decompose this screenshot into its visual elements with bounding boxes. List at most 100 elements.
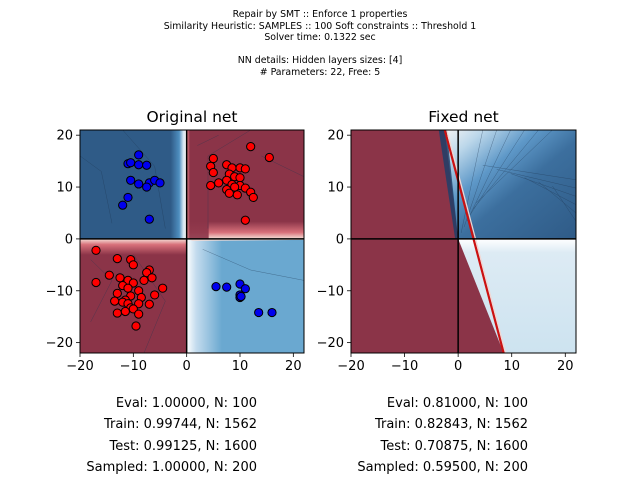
red-point [91, 277, 101, 288]
blue-point [211, 282, 221, 292]
blue-point [134, 179, 144, 189]
red-point [240, 215, 250, 225]
suptitle-line-3: Solver time: 0.1322 sec [264, 32, 376, 43]
left-series-red [91, 141, 274, 331]
decision-boundary-highlight [446, 130, 507, 353]
region-top-left [80, 130, 187, 239]
right-decision-surface [351, 130, 576, 353]
x-tick-label: −10 [391, 359, 418, 374]
blue-point [123, 192, 133, 203]
red-point [144, 299, 154, 309]
x-tick-label: −10 [120, 359, 147, 374]
decision-boundary [443, 130, 505, 353]
boundary-dark-band [438, 130, 459, 239]
blue-point [236, 291, 246, 302]
x-tick-label: 0 [183, 359, 191, 374]
red-point [147, 273, 157, 283]
x-tick-label: 20 [557, 359, 574, 374]
right-stat-eval: Eval: 0.81000, N: 100 [386, 396, 528, 411]
x-tick-label: −20 [66, 359, 93, 374]
figure-suptitle: Repair by SMT :: Enforce 1 properties Si… [0, 9, 640, 78]
red-point [224, 188, 234, 198]
blue-point [134, 150, 144, 160]
right-stat-train: Train: 0.82843, N: 1562 [374, 417, 528, 432]
red-point [206, 180, 216, 191]
red-point [232, 190, 242, 200]
red-point [120, 306, 130, 317]
y-tick-label: −10 [317, 284, 344, 299]
blue-point [155, 178, 165, 188]
red-point [112, 254, 122, 264]
x-tick-label: 20 [285, 359, 302, 374]
right-axes-frame [350, 129, 577, 354]
blue-point [126, 175, 136, 185]
y-tick-label: 20 [56, 129, 73, 144]
suptitle-line-6: # Parameters: 22, Free: 5 [259, 66, 381, 78]
contour-lines [460, 130, 576, 233]
y-tick-label: −20 [46, 336, 73, 351]
left-panel: −20 −10 0 10 20 −20 −10 0 10 20 Original net [46, 108, 305, 374]
y-tick-label: 10 [327, 181, 344, 196]
left-series-blue [118, 150, 277, 318]
x-tick-label: 10 [503, 359, 520, 374]
red-point [123, 283, 133, 293]
region-lower-fan [458, 238, 576, 353]
left-stat-eval: Eval: 1.00000, N: 100 [115, 396, 257, 411]
red-point [104, 270, 114, 280]
blue-point [142, 182, 152, 192]
blue-point [142, 160, 152, 170]
left-stat-train: Train: 0.99744, N: 1562 [103, 417, 257, 432]
red-point [131, 321, 141, 331]
region-top-right-edge [186, 130, 209, 239]
blue-point [134, 160, 144, 170]
suptitle-line-5: NN details: Hidden layers sizes: [4] [237, 55, 403, 66]
y-tick-label: 10 [56, 181, 73, 196]
red-point [150, 290, 160, 300]
red-point [110, 296, 120, 306]
y-tick-label: 20 [327, 129, 344, 144]
y-tick-label: −20 [317, 336, 344, 351]
right-stat-sampled: Sampled: 0.59500, N: 200 [357, 460, 528, 475]
left-decision-surface [80, 130, 304, 353]
blue-point [118, 200, 128, 210]
red-point [246, 141, 256, 152]
red-point [139, 275, 149, 285]
red-point [91, 245, 101, 255]
y-tick-label: 0 [65, 232, 73, 247]
left-title: Original net [146, 108, 237, 126]
red-point [248, 192, 258, 203]
suptitle-line-2: Similarity Heuristic: SAMPLES :: 100 Sof… [163, 20, 477, 32]
left-axes-frame [79, 129, 305, 354]
blue-point [144, 214, 154, 224]
right-panel: −20 −10 0 10 20 −20 −10 0 10 20 Fixed net [317, 108, 577, 374]
red-point [208, 153, 218, 164]
y-tick-label: −10 [46, 284, 73, 299]
blue-point [126, 158, 136, 168]
red-point [235, 173, 245, 183]
red-point [240, 164, 250, 174]
suptitle-line-1: Repair by SMT :: Enforce 1 properties [232, 9, 408, 20]
blue-point [267, 307, 277, 318]
x-tick-label: 10 [232, 359, 249, 374]
red-point [264, 152, 274, 163]
left-stat-test: Test: 0.99125, N: 1600 [109, 439, 257, 454]
y-tick-label: 0 [336, 232, 344, 247]
red-point [208, 167, 218, 178]
left-stat-sampled: Sampled: 1.00000, N: 200 [86, 460, 257, 475]
right-stat-test: Test: 0.70875, N: 1600 [380, 439, 528, 454]
red-point [214, 178, 224, 188]
red-point [134, 309, 144, 319]
red-point [115, 273, 125, 283]
red-point [112, 308, 122, 318]
right-title: Fixed net [428, 108, 499, 126]
x-tick-label: 0 [454, 359, 462, 374]
red-point [128, 260, 138, 270]
red-point [112, 288, 122, 298]
x-tick-label: −20 [337, 359, 364, 374]
red-point [158, 283, 168, 293]
blue-point [254, 307, 264, 318]
region-upper-fan [444, 130, 576, 239]
blue-point [240, 284, 250, 294]
blue-point [222, 282, 232, 292]
